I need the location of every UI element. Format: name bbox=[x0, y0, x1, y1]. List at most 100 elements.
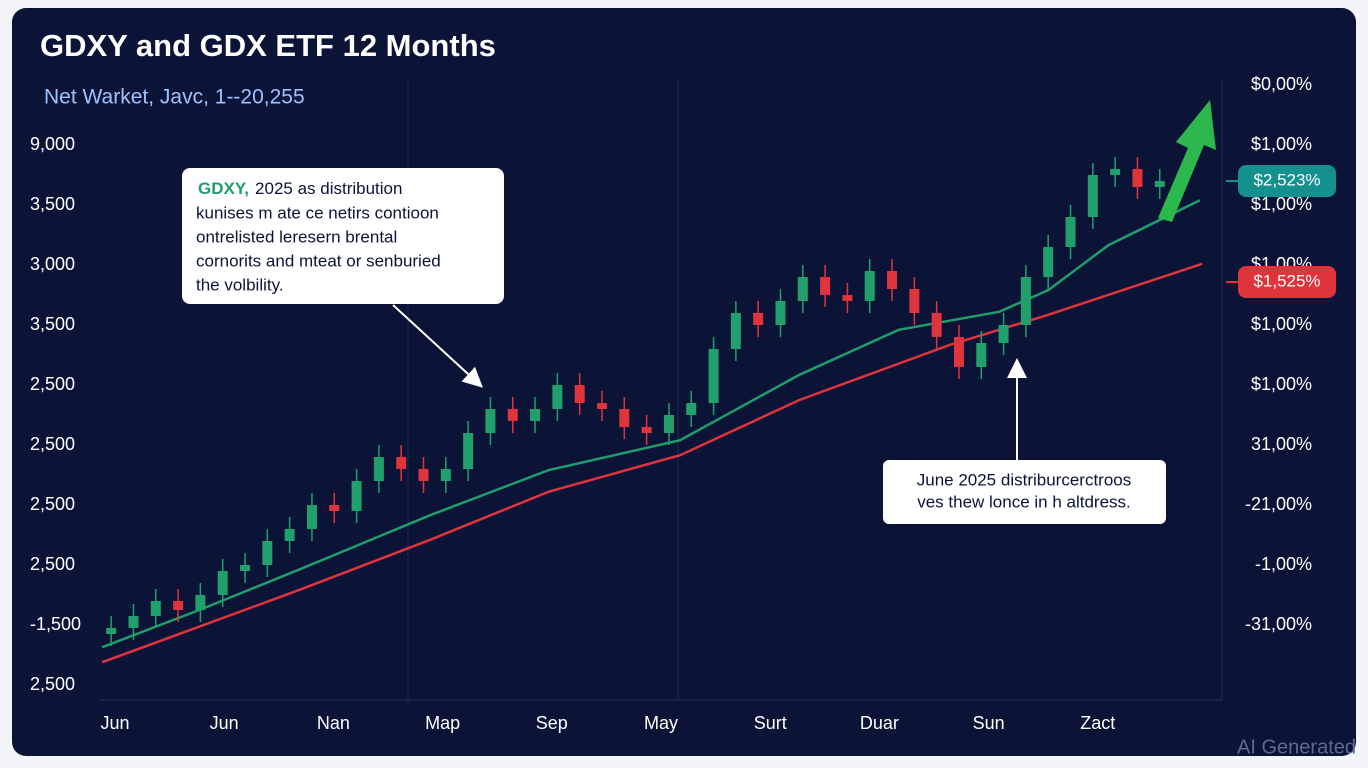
candle-body bbox=[150, 601, 161, 616]
candle-body bbox=[306, 505, 317, 529]
candle-body bbox=[195, 595, 206, 610]
annotation-box bbox=[883, 460, 1166, 524]
y-tick-label: 2,500 bbox=[30, 374, 75, 394]
candle-body bbox=[1043, 247, 1054, 277]
candle-body bbox=[1110, 169, 1121, 175]
candle-body bbox=[1065, 217, 1076, 247]
moving-average-line bbox=[101, 262, 1203, 664]
annotation-text: ves thew lonce in h altdress. bbox=[917, 492, 1131, 511]
x-tick-label: Jun bbox=[210, 713, 239, 733]
y2-tick-label: -21,00% bbox=[1245, 494, 1312, 514]
moving-average-line bbox=[101, 199, 1201, 649]
candle-body bbox=[976, 343, 987, 367]
y-tick-label: 2,500 bbox=[30, 554, 75, 574]
candle-body bbox=[329, 505, 340, 511]
y-tick-label: 3,500 bbox=[30, 314, 75, 334]
y-tick-label: 2,500 bbox=[30, 674, 75, 694]
x-tick-label: Sep bbox=[536, 713, 568, 733]
annotation-box bbox=[182, 168, 504, 304]
y2-tick-label: $0,00% bbox=[1251, 74, 1312, 94]
candle-body bbox=[418, 469, 429, 481]
plot: 2,500 -1,500 2,500 2,500 2,500 2,500 3,500 3,00… bbox=[30, 74, 1312, 733]
x-tick-label: Jun bbox=[100, 713, 129, 733]
x-tick-label: Map bbox=[425, 713, 460, 733]
y-tick-label: 3,500 bbox=[30, 194, 75, 214]
badge-label: $1,525% bbox=[1253, 271, 1320, 290]
candle-body bbox=[820, 277, 831, 295]
candle-body bbox=[552, 385, 563, 409]
annotation-text: the volbility. bbox=[196, 275, 284, 294]
panel bbox=[12, 8, 1356, 756]
y2-tick-label: 31,00% bbox=[1251, 434, 1312, 454]
candle-body bbox=[1154, 181, 1165, 187]
watermark: AI Generated bbox=[1237, 736, 1356, 758]
candle-body bbox=[730, 313, 741, 349]
candle-body bbox=[775, 301, 786, 325]
title: GDXY and GDX ETF 12 Months bbox=[40, 28, 496, 63]
candle-body bbox=[842, 295, 853, 301]
candle-body bbox=[574, 385, 585, 403]
y2-tick-label: $1,00% bbox=[1251, 134, 1312, 154]
candle-body bbox=[351, 481, 362, 511]
candle-body bbox=[887, 271, 898, 289]
y-tick-label: 9,000 bbox=[30, 134, 75, 154]
candle-body bbox=[641, 427, 652, 433]
candle-body bbox=[128, 616, 139, 628]
arrow bbox=[392, 304, 483, 388]
candle-body bbox=[596, 403, 607, 409]
candle-body bbox=[663, 415, 674, 433]
candle-body bbox=[1132, 169, 1143, 187]
candle-body bbox=[909, 289, 920, 313]
candle-body bbox=[106, 628, 117, 634]
candle-body bbox=[507, 409, 518, 421]
candle-body bbox=[284, 529, 295, 541]
candle-body bbox=[240, 565, 251, 571]
candle-body bbox=[217, 571, 228, 595]
annotation-text: GDXY, 2025 as distribution bbox=[198, 179, 402, 198]
x-tick-label: Duar bbox=[860, 713, 899, 733]
annotation-title: GDXY, bbox=[198, 179, 249, 198]
subtitle: Net Warket, Javc, 1--20,255 bbox=[44, 86, 305, 109]
annotation-text: kunises m ate ce netirs contioon bbox=[196, 203, 439, 222]
candle-body bbox=[530, 409, 541, 421]
candle-body bbox=[485, 409, 496, 433]
y2-tick-label: $1,00% bbox=[1251, 194, 1312, 214]
candle-body bbox=[373, 457, 384, 481]
y2-tick-label: -31,00% bbox=[1245, 614, 1312, 634]
candle-body bbox=[173, 601, 184, 610]
value-badge bbox=[1238, 165, 1336, 197]
x-tick-label: May bbox=[644, 713, 678, 733]
candle-body bbox=[1087, 175, 1098, 217]
candle-body bbox=[440, 469, 451, 481]
candle-body bbox=[396, 457, 407, 469]
x-tick-label: Surt bbox=[754, 713, 787, 733]
candle-body bbox=[931, 313, 942, 337]
candle-body bbox=[1020, 277, 1031, 325]
value-badge bbox=[1238, 266, 1336, 298]
trend-arrow bbox=[1158, 100, 1216, 222]
candle-body bbox=[619, 409, 630, 427]
candle-body bbox=[463, 433, 474, 469]
badge-label: $2,523% bbox=[1253, 170, 1320, 189]
candle-body bbox=[953, 337, 964, 367]
annotation-text: June 2025 distriburcerctroos bbox=[917, 470, 1132, 489]
annotation-text: cornorits and mteat or senburied bbox=[196, 251, 441, 270]
y-tick-label: 2,500 bbox=[30, 494, 75, 514]
y-tick-label: 2,500 bbox=[30, 434, 75, 454]
candle-body bbox=[708, 349, 719, 403]
x-tick-label: Sun bbox=[973, 713, 1005, 733]
candle-body bbox=[753, 313, 764, 325]
annotation-text: ontrelisted leresern brental bbox=[196, 227, 397, 246]
candle-body bbox=[262, 541, 273, 565]
y-tick-label: -1,500 bbox=[30, 614, 81, 634]
annotation-line: 2025 as distribution bbox=[255, 179, 402, 198]
y2-tick-label: $1,00% bbox=[1251, 374, 1312, 394]
y2-tick-label: -1,00% bbox=[1255, 554, 1312, 574]
x-tick-label: Zact bbox=[1080, 713, 1115, 733]
candle-body bbox=[864, 271, 875, 301]
y-tick-label: 3,000 bbox=[30, 254, 75, 274]
y2-tick-label: $1,00% bbox=[1251, 314, 1312, 334]
candle-body bbox=[998, 325, 1009, 343]
